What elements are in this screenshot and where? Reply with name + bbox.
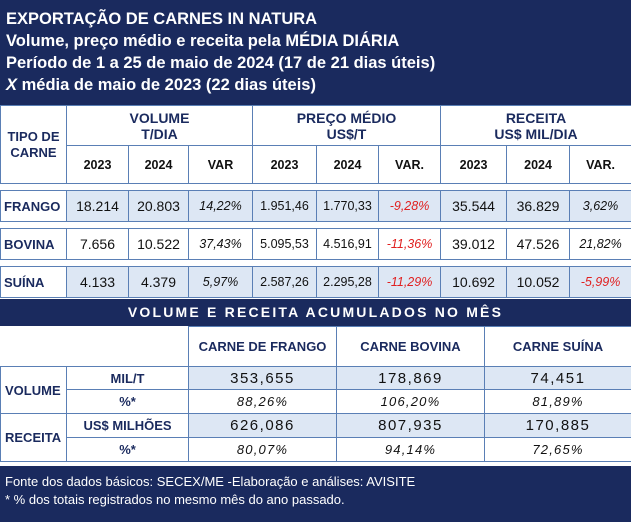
row-label: FRANGO	[0, 190, 67, 222]
volume-value-row: VOLUME MIL/T 353,655 178,869 74,451	[0, 366, 631, 414]
volume-value: 74,451	[484, 366, 631, 390]
receita-pct: 80,07%	[188, 437, 337, 462]
accumulated-table: CARNE DE FRANGO CARNE BOVINA CARNE SUÍNA…	[0, 326, 631, 462]
cell-vol-var: 14,22%	[188, 190, 253, 222]
accumulated-section-title: VOLUME E RECEITA ACUMULADOS NO MÊS	[0, 299, 631, 326]
cell-rec-var: -5,99%	[569, 266, 631, 298]
cell-pm-var: -9,28%	[377, 190, 442, 222]
cell-rec-2023: 10.692	[440, 266, 508, 298]
cell-pm-2024: 2.295,28	[316, 266, 379, 298]
title-line-4-text: média de maio de 2023 (22 dias úteis)	[17, 76, 316, 94]
sub-header: 2024	[316, 145, 379, 184]
row-label: BOVINA	[0, 228, 67, 260]
volume-pct: 106,20%	[336, 389, 485, 414]
cell-rec-2023: 35.544	[440, 190, 508, 222]
cell-pm-2023: 5.095,53	[252, 228, 317, 260]
sub-header: 2024	[128, 145, 189, 184]
sub-header: VAR.	[569, 145, 631, 184]
cell-pm-2024: 1.770,33	[316, 190, 379, 222]
table-row: FRANGO 18.214 20.803 14,22% 1.951,46 1.7…	[0, 190, 631, 222]
sub-header: VAR	[188, 145, 253, 184]
volume-pct: 88,26%	[188, 389, 337, 414]
title-line-2: Volume, preço médio e receita pela MÉDIA…	[6, 32, 400, 50]
cell-pm-2023: 2.587,26	[252, 266, 317, 298]
footer-notes: Fonte dos dados básicos: SECEX/ME -Elabo…	[0, 466, 631, 522]
table-row: BOVINA 7.656 10.522 37,43% 5.095,53 4.51…	[0, 228, 631, 260]
receita-pct: 72,65%	[484, 437, 631, 462]
volume-unit: MIL/T	[66, 366, 189, 390]
receita-value-row: RECEITA US$ MILHÕES 626,086 807,935 170,…	[0, 413, 631, 462]
col-header-suina: CARNE SUÍNA	[484, 326, 631, 367]
tipo-carne-header: TIPO DE CARNE	[0, 105, 67, 184]
source-note: Fonte dos dados básicos: SECEX/ME -Elabo…	[5, 474, 416, 489]
col-header-bovina: CARNE BOVINA	[336, 326, 485, 367]
receita-value: 807,935	[336, 413, 485, 438]
receita-label: RECEITA	[0, 413, 67, 462]
sub-header: 2023	[66, 145, 129, 184]
volume-value: 178,869	[336, 366, 485, 390]
sub-header: 2023	[252, 145, 317, 184]
cell-pm-2023: 1.951,46	[252, 190, 317, 222]
receita-value: 170,885	[484, 413, 631, 438]
title-line-1: EXPORTAÇÃO DE CARNES IN NATURA	[6, 10, 318, 28]
volume-value: 353,655	[188, 366, 337, 390]
sub-header: 2023	[440, 145, 508, 184]
cell-vol-2023: 18.214	[66, 190, 129, 222]
cell-vol-var: 37,43%	[188, 228, 253, 260]
cell-rec-var: 3,62%	[569, 190, 631, 222]
group-header-row: TIPO DE CARNE VOLUME T/DIA PREÇO MÉDIO US$…	[0, 105, 631, 184]
accumulated-header-row: CARNE DE FRANGO CARNE BOVINA CARNE SUÍNA	[1, 326, 631, 367]
sub-header: VAR.	[377, 145, 442, 184]
receita-unit: US$ MILHÕES	[66, 413, 189, 438]
cell-rec-2024: 10.052	[506, 266, 571, 298]
cell-rec-var: 21,82%	[569, 228, 631, 260]
preco-group-header: PREÇO MÉDIO US$/T	[251, 105, 442, 146]
cell-rec-2024: 36.829	[506, 190, 571, 222]
cell-vol-2023: 4.133	[66, 266, 129, 298]
receita-group-header: RECEITA US$ MIL/DIA	[440, 105, 631, 146]
receita-pct: 94,14%	[336, 437, 485, 462]
table-row: SUÍNA 4.133 4.379 5,97% 2.587,26 2.295,2…	[0, 266, 631, 298]
cell-pm-var: -11,29%	[377, 266, 442, 298]
volume-label: VOLUME	[0, 366, 67, 414]
receita-pct-row: %* 80,07% 94,14% 72,65%	[1, 437, 631, 462]
cell-rec-2023: 39.012	[440, 228, 508, 260]
cell-vol-var: 5,97%	[188, 266, 253, 298]
cell-pm-2024: 4.516,91	[316, 228, 379, 260]
title-line-4: X média de maio de 2023 (22 dias úteis)	[6, 74, 631, 96]
sub-header: 2024	[506, 145, 571, 184]
volume-pct-row: %* 88,26% 106,20% 81,89%	[1, 389, 631, 414]
daily-average-table: TIPO DE CARNE VOLUME T/DIA PREÇO MÉDIO US$…	[0, 105, 631, 298]
volume-pct: 81,89%	[484, 389, 631, 414]
cell-vol-2024: 4.379	[128, 266, 189, 298]
receita-pct-label: %*	[66, 437, 189, 462]
row-label: SUÍNA	[0, 266, 67, 298]
footnote: * % dos totais registrados no mesmo mês …	[5, 492, 345, 507]
title-banner: EXPORTAÇÃO DE CARNES IN NATURA Volume, p…	[0, 0, 631, 105]
cell-vol-2024: 20.803	[128, 190, 189, 222]
receita-value: 626,086	[188, 413, 337, 438]
col-header-frango: CARNE DE FRANGO	[188, 326, 337, 367]
blank-corner	[1, 327, 189, 367]
title-line-3: Período de 1 a 25 de maio de 2024 (17 de…	[6, 54, 436, 72]
volume-group-header: VOLUME T/DIA	[66, 105, 253, 146]
cell-vol-2024: 10.522	[128, 228, 189, 260]
x-symbol: X	[6, 76, 18, 94]
cell-vol-2023: 7.656	[66, 228, 129, 260]
cell-rec-2024: 47.526	[506, 228, 571, 260]
cell-pm-var: -11,36%	[377, 228, 442, 260]
volume-pct-label: %*	[66, 389, 189, 414]
subheader-row: 2023 2024 VAR 2023 2024 VAR. 2023 2024 V…	[1, 145, 631, 184]
